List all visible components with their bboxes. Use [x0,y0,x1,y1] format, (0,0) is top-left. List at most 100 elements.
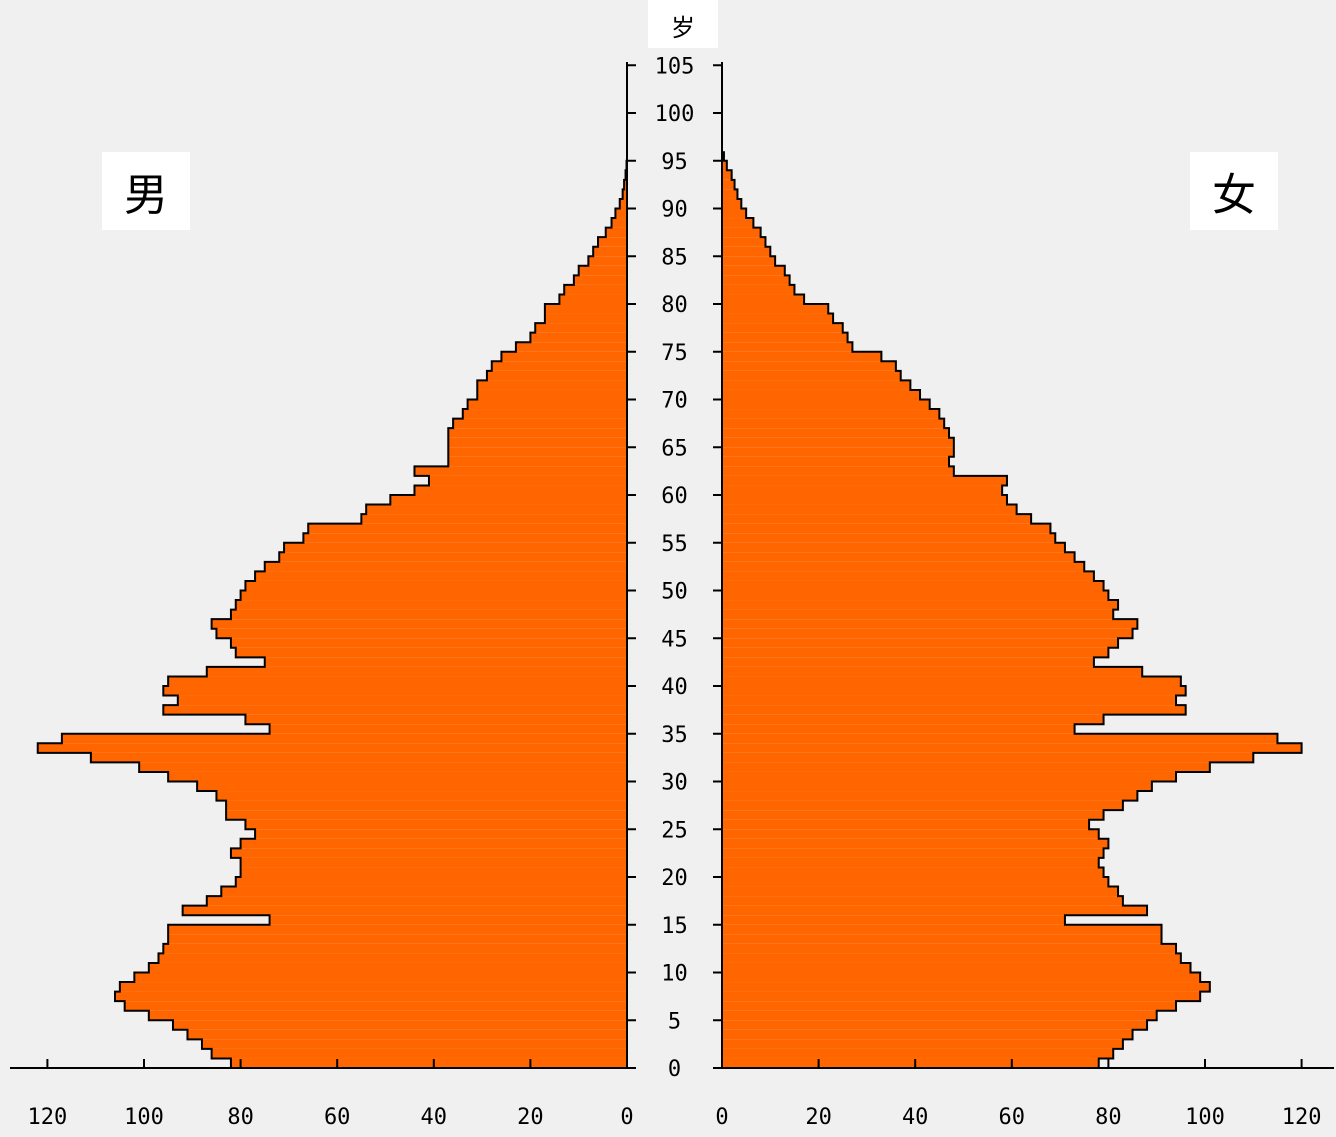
male-bar-age-58 [366,504,627,515]
female-bar-age-27 [722,800,1123,811]
value-tick-label-female-0: 0 [715,1105,728,1130]
male-bar-age-42 [264,657,627,667]
female-bar-age-67 [722,418,945,429]
male-bar-age-66 [448,428,627,438]
male-bar-age-6 [124,1001,628,1011]
male-bar-age-34 [61,733,627,744]
male-bars [36,151,628,1068]
female-bar-age-12 [722,943,1177,954]
age-tick-label-85: 85 [661,245,688,270]
male-bar-age-41 [206,666,628,677]
female-bar-age-56 [722,523,1051,534]
male-outline [36,151,628,1068]
male-bar-age-4 [172,1020,628,1030]
female-bar-age-61 [722,475,1007,486]
female-bar-age-85 [722,246,771,257]
female-bar-age-41 [722,666,1143,677]
value-tick-label-male-40: 40 [421,1105,448,1130]
male-bar-age-33 [37,743,628,753]
female-bar-age-37 [722,705,1186,715]
value-tick-label-male-120: 120 [28,1105,68,1130]
value-tick-label-female-120: 120 [1282,1105,1322,1130]
female-bar-age-52 [722,561,1085,572]
male-bar-age-48 [235,600,627,610]
male-bar-age-1 [211,1048,627,1059]
female-bar-age-62 [722,466,954,476]
male-bar-age-15 [269,915,627,925]
male-bar-age-62 [414,466,627,476]
female-bar-age-88 [722,218,754,228]
male-bar-age-43 [235,647,627,658]
female-label-box [1190,152,1278,230]
male-bar-age-59 [390,495,627,505]
female-bar-age-51 [722,571,1094,581]
age-tick-label-0: 0 [668,1057,681,1082]
male-bar-age-26 [226,810,628,820]
male-bar-age-87 [605,227,627,238]
female-bar-age-31 [722,762,1210,772]
male-bar-age-60 [414,485,627,495]
male-bar-age-91 [622,189,627,199]
age-tick-label-100: 100 [655,102,695,127]
male-bar-age-69 [467,399,627,410]
age-tick-label-40: 40 [661,675,688,700]
male-bar-age-16 [182,905,627,916]
age-tick-label-80: 80 [661,293,688,318]
value-tick-label-female-80: 80 [1095,1105,1122,1130]
female-bar-age-78 [722,313,834,324]
female-bar-age-79 [722,304,829,314]
age-tick-label-10: 10 [661,962,688,987]
female-bar-age-11 [722,953,1181,963]
female-bar-age-72 [722,370,901,381]
female-bar-age-84 [722,256,776,266]
age-tick-label-60: 60 [661,484,688,509]
female-bar-age-70 [722,389,921,400]
female-bar-age-20 [722,867,1104,877]
age-tick-label-105: 105 [655,54,695,79]
female-bar-age-4 [722,1020,1148,1030]
male-label: 男 [124,170,168,221]
male-bar-age-31 [139,762,628,772]
male-bar-age-49 [240,590,627,601]
female-bar-age-35 [722,724,1075,734]
male-bar-age-79 [544,304,627,314]
male-bar-age-13 [168,934,627,944]
female-bar-age-23 [722,838,1109,849]
female-bar-age-50 [722,580,1104,591]
female-bar-age-59 [722,495,1007,505]
female-bar-age-28 [722,791,1138,801]
male-bar-age-86 [598,237,627,247]
female-bar-age-5 [722,1010,1157,1021]
male-bar-age-92 [624,179,627,190]
age-tick-label-5: 5 [668,1009,681,1034]
male-bar-age-28 [216,791,627,801]
female-bar-age-71 [722,380,911,390]
age-tick-label-50: 50 [661,580,688,605]
female-bar-age-45 [722,628,1133,639]
female-bar-age-77 [722,323,843,333]
male-bar-age-11 [158,953,628,963]
male-bar-age-75 [515,342,627,352]
male-bar-age-17 [206,896,628,906]
value-tick-label-male-60: 60 [324,1105,351,1130]
female-bar-age-60 [722,485,1003,495]
age-tick-label-75: 75 [661,341,688,366]
female-bar-age-9 [722,972,1201,983]
female-bar-age-7 [722,991,1201,1002]
female-bar-age-34 [722,733,1278,744]
male-bar-age-2 [201,1039,627,1049]
male-bar-age-19 [235,877,627,887]
male-bar-age-30 [168,771,627,782]
female-bar-age-29 [722,781,1152,792]
female-bar-age-64 [722,447,954,457]
age-tick-label-20: 20 [661,866,688,891]
male-bar-age-14 [168,924,627,935]
female-bar-age-92 [722,179,735,190]
male-bar-age-53 [279,552,627,562]
female-bar-age-25 [722,819,1090,830]
value-tick-label-male-80: 80 [227,1105,254,1130]
female-bar-age-69 [722,399,930,410]
female-label: 女 [1212,170,1256,221]
female-bar-age-26 [722,810,1104,820]
